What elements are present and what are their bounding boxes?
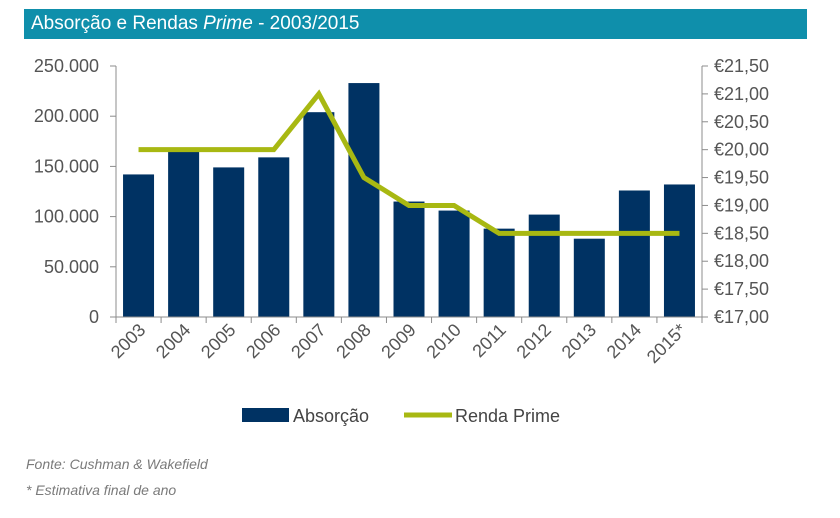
legend-swatch-absorcao [242, 408, 289, 422]
x-tick-label: 2006 [242, 320, 284, 362]
x-tick-label: 2014 [603, 320, 645, 362]
right-tick-label: €20,00 [714, 140, 769, 160]
x-tick-label: 2009 [377, 320, 419, 362]
left-tick-label: 150.000 [34, 156, 99, 176]
renda-prime-line [138, 89, 680, 236]
legend-label-absorcao: Absorção [293, 406, 369, 426]
bar-2008 [348, 83, 380, 318]
x-tick-label: 2005 [197, 320, 239, 362]
combo-chart: 0 50.000 100.000 150.000 200.000 250.000 €17,0… [34, 56, 769, 426]
bar-2004 [168, 151, 200, 317]
x-tick-label: 2007 [287, 320, 329, 362]
line-layer [138, 89, 680, 236]
x-tick-label: 2004 [152, 320, 194, 362]
bar-2015* [663, 184, 695, 317]
legend-label-renda: Renda Prime [455, 406, 560, 426]
bar-2006 [258, 157, 290, 317]
right-tick-label: €19,00 [714, 195, 769, 215]
chart-legend: Absorção Renda Prime [242, 406, 560, 426]
bar-2012 [528, 214, 560, 317]
left-tick-label: 100.000 [34, 207, 99, 227]
x-tick-label: 2008 [332, 320, 374, 362]
bar-2003 [123, 174, 155, 317]
chart-title-bar: Absorção e Rendas Prime - 2003/2015 [24, 9, 807, 39]
right-tick-label: €18,00 [714, 251, 769, 271]
right-tick-label: €19,50 [714, 168, 769, 188]
left-tick-label: 0 [89, 307, 99, 327]
chart-title-suffix: - 2003/2015 [252, 13, 360, 34]
estimate-note: * Estimativa final de ano [26, 482, 177, 498]
left-tick-label: 50.000 [44, 257, 99, 277]
x-tick-label: 2011 [468, 320, 510, 362]
right-tick-label: €17,00 [714, 307, 769, 327]
left-tick-label: 200.000 [34, 106, 99, 126]
chart-title: Absorção e Rendas [31, 13, 204, 34]
chart-title-italic: Prime [203, 13, 253, 34]
x-tick-label: 2010 [422, 320, 464, 362]
x-tick-label: 2003 [107, 320, 149, 362]
bar-2014 [618, 190, 650, 317]
bar-2013 [573, 238, 605, 317]
source-note: Fonte: Cushman & Wakefield [26, 456, 208, 472]
bar-2010 [438, 210, 470, 317]
x-tick-label: 2012 [513, 320, 555, 362]
right-tick-label: €18,50 [714, 223, 769, 243]
left-tick-label: 250.000 [34, 56, 99, 76]
bar-2005 [213, 167, 245, 317]
bar-2011 [483, 228, 515, 317]
right-tick-label: €21,00 [714, 84, 769, 104]
x-tick-label: 2013 [558, 320, 600, 362]
right-tick-label: €20,50 [714, 112, 769, 132]
bar-2009 [393, 201, 425, 317]
x-tick-label: 2015* [643, 320, 690, 367]
right-tick-label: €21,50 [714, 56, 769, 76]
right-tick-label: €17,50 [714, 279, 769, 299]
bars-layer [123, 83, 695, 318]
axes-layer: 0 50.000 100.000 150.000 200.000 250.000 €17,0… [34, 56, 769, 367]
bar-2007 [303, 112, 335, 318]
